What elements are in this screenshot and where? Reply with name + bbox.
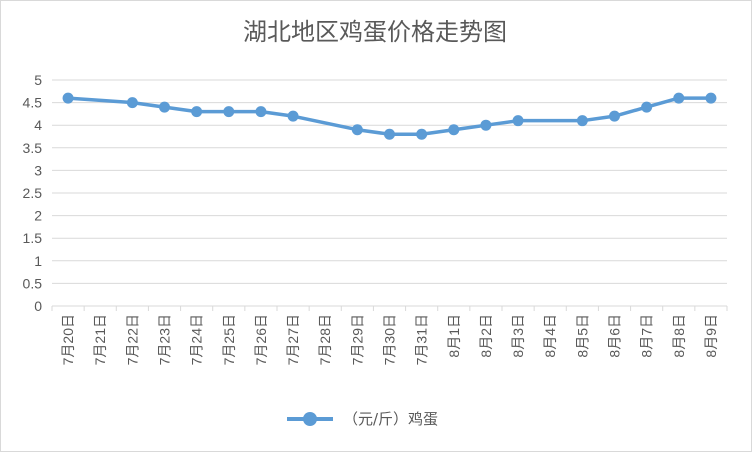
x-tick-label: 8月2日: [478, 314, 494, 358]
data-point: [255, 106, 267, 118]
y-tick-label: 2.5: [23, 185, 43, 201]
data-point: [159, 101, 170, 113]
data-point: [223, 106, 235, 118]
y-tick-label: 3.5: [23, 140, 43, 156]
data-point: [351, 124, 363, 136]
x-tick-label: 7月23日: [157, 314, 173, 365]
x-tick-label: 8月6日: [607, 314, 623, 358]
y-tick-label: 3: [34, 162, 42, 178]
legend: （元/斤）鸡蛋: [0, 408, 750, 432]
data-point: [480, 119, 492, 131]
legend-marker: [287, 411, 333, 427]
data-point: [416, 128, 428, 140]
x-tick-label: 7月27日: [285, 314, 301, 365]
x-tick-label: 7月22日: [124, 314, 140, 365]
data-point: [705, 92, 717, 104]
data-point: [673, 92, 685, 104]
x-tick-label: 7月29日: [349, 314, 365, 365]
x-tick-label: 8月3日: [510, 314, 526, 358]
y-tick-label: 1: [34, 253, 42, 269]
data-point: [126, 97, 138, 109]
data-point: [191, 106, 203, 118]
x-tick-label: 8月5日: [574, 314, 590, 358]
chart-title: 湖北地区鸡蛋价格走势图: [243, 18, 507, 46]
data-point: [384, 128, 395, 140]
data-point: [287, 110, 299, 122]
data-point: [609, 110, 620, 122]
y-tick-label: 0: [34, 298, 42, 314]
y-tick-label: 4: [34, 117, 42, 133]
data-point: [512, 115, 524, 127]
x-tick-label: 8月8日: [671, 314, 687, 358]
data-point: [62, 92, 74, 104]
y-tick-label: 2: [34, 208, 42, 224]
x-tick-label: 7月24日: [189, 314, 205, 365]
y-tick-label: 5: [34, 72, 42, 88]
y-tick-label: 4.5: [23, 95, 43, 111]
data-point: [641, 101, 653, 113]
x-tick-label: 7月28日: [317, 314, 333, 365]
x-tick-label: 8月9日: [703, 314, 719, 358]
x-tick-label: 8月7日: [639, 314, 655, 358]
legend-label: （元/斤）鸡蛋: [343, 410, 439, 428]
y-tick-label: 1.5: [23, 230, 43, 246]
x-tick-label: 7月20日: [60, 314, 76, 365]
x-tick-label: 8月1日: [446, 314, 462, 358]
data-point: [448, 124, 460, 136]
data-point: [576, 115, 588, 127]
x-tick-label: 7月21日: [92, 314, 108, 365]
x-tick-label: 7月25日: [221, 314, 237, 365]
x-tick-label: 7月26日: [253, 314, 269, 365]
y-tick-label: 0.5: [23, 275, 43, 291]
x-tick-label: 7月30日: [382, 314, 398, 365]
x-tick-label: 7月31日: [414, 314, 430, 365]
x-tick-label: 8月4日: [542, 314, 558, 358]
